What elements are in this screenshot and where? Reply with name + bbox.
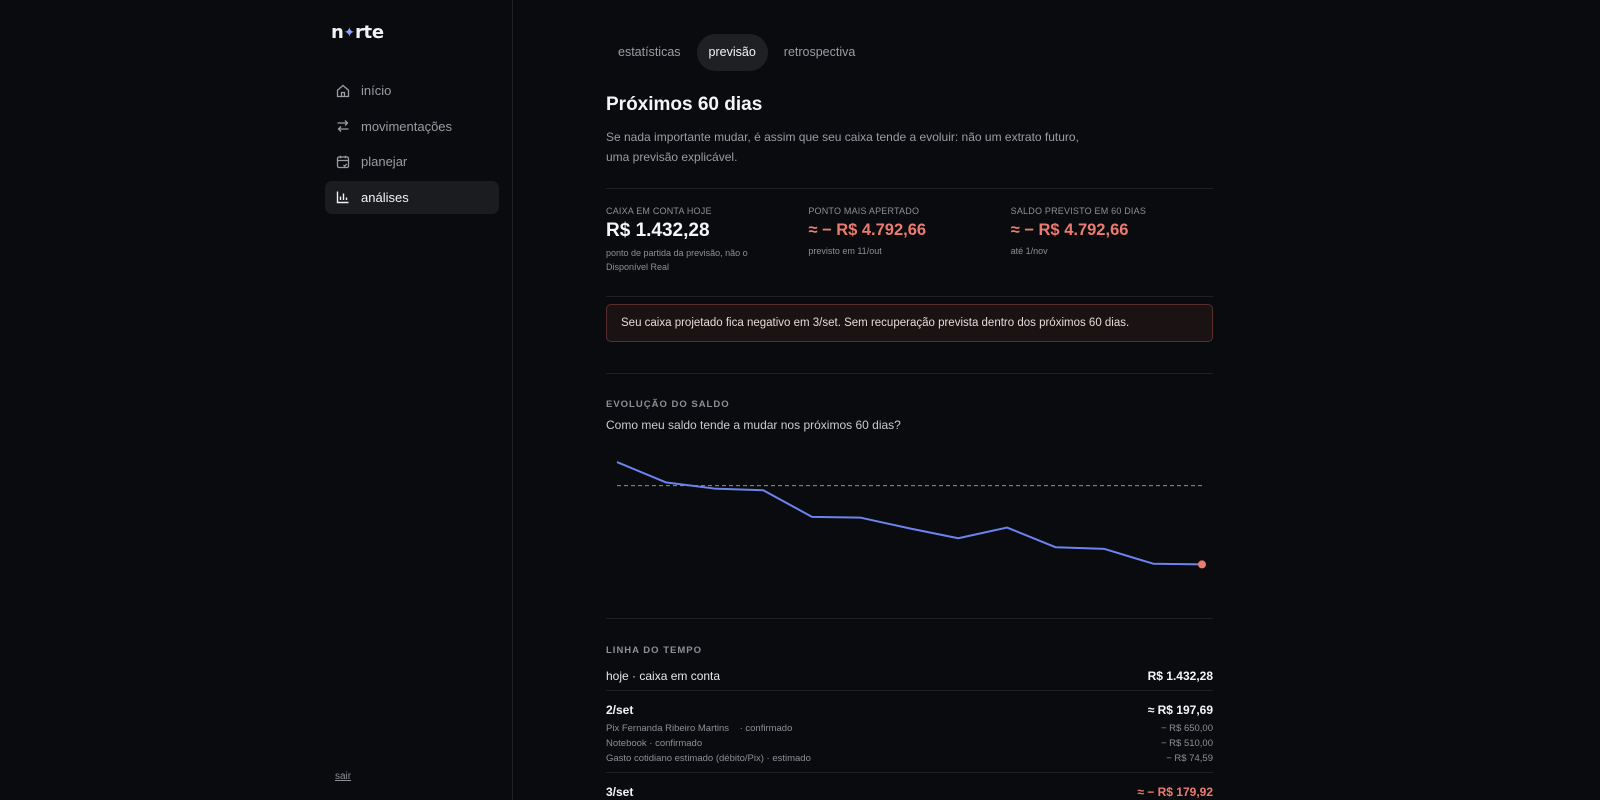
group-date: 3/set: [606, 785, 634, 799]
stat-note: até 1/nov: [1010, 246, 1048, 256]
timeline-item: Gasto cotidiano estimado (débito/Pix) · …: [606, 753, 1213, 764]
app-logo[interactable]: n✦rte: [331, 22, 384, 43]
sidebar-item-label: movimentações: [361, 118, 453, 134]
timeline-today-row: hoje · caixa em conta R$ 1.432,28: [606, 669, 1213, 683]
sidebar-item-label: análises: [361, 189, 409, 205]
item-amount: − R$ 650,00: [1160, 723, 1213, 734]
tab-previsao[interactable]: previsão: [696, 34, 768, 71]
logo-star-icon: ✦: [343, 25, 356, 41]
stat-label: PONTO MAIS APERTADO: [808, 206, 920, 216]
today-amount: R$ 1.432,28: [1147, 669, 1213, 683]
timeline-group-header[interactable]: 3/set ≈ − R$ 179,92: [606, 785, 1213, 799]
item-amount: − R$ 510,00: [1160, 738, 1213, 749]
tab-retrospectiva[interactable]: retrospectiva: [783, 45, 856, 59]
stat-value: ≈ − R$ 4.792,66: [1010, 221, 1129, 239]
sidebar-nav: início movimentações planejar análises: [325, 74, 499, 216]
page-description: Se nada importante mudar, é assim que se…: [606, 130, 1079, 164]
tabs: estatísticas previsão retrospectiva: [606, 34, 867, 71]
sidebar-item-analises[interactable]: análises: [325, 180, 499, 214]
item-description: Gasto cotidiano estimado (débito/Pix) · …: [606, 753, 811, 764]
item-amount: − R$ 74,59: [1166, 753, 1213, 764]
home-icon: [335, 83, 351, 99]
divider: [606, 188, 1213, 189]
balance-line-chart: [616, 461, 1206, 569]
logo-text-right: rte: [354, 22, 384, 43]
sidebar-item-movimentacoes[interactable]: movimentações: [325, 110, 499, 143]
section-label-timeline: LINHA DO TEMPO: [606, 645, 702, 656]
sidebar-item-planejar[interactable]: planejar: [325, 145, 499, 178]
group-amount: ≈ − R$ 179,92: [1137, 785, 1213, 799]
divider: [606, 373, 1213, 374]
bar-chart-icon: [335, 189, 351, 205]
sidebar-item-inicio[interactable]: início: [325, 74, 499, 107]
today-label: hoje · caixa em conta: [606, 669, 721, 683]
main-content: estatísticas previsão retrospectiva Próx…: [606, 0, 1213, 800]
timeline-item: Pix Fernanda Ribeiro Martins · confirmad…: [606, 723, 1213, 734]
stats-row: CAIXA EM CONTA HOJE R$ 1.432,28 ponto de…: [606, 206, 1213, 274]
sidebar-item-label: início: [361, 83, 392, 98]
balance-endpoint-marker: [1198, 560, 1206, 569]
divider: [606, 296, 1213, 297]
stat-value: ≈ − R$ 4.792,66: [808, 221, 927, 239]
tab-estatisticas[interactable]: estatísticas: [618, 45, 681, 59]
stat-caixa-hoje: CAIXA EM CONTA HOJE R$ 1.432,28 ponto de…: [606, 206, 808, 274]
divider: [606, 772, 1213, 773]
item-description: Pix Fernanda Ribeiro Martins · confirmad…: [606, 723, 793, 734]
negative-balance-alert: Seu caixa projetado fica negativo em 3/s…: [606, 304, 1213, 342]
logo-text-left: n: [331, 22, 344, 43]
chart-question: Como meu saldo tende a mudar nos próximo…: [606, 418, 901, 432]
stat-note: ponto de partida da previsão, não o Disp…: [606, 248, 748, 272]
stat-note: previsto em 11/out: [808, 246, 882, 256]
transfer-icon: [335, 118, 351, 134]
item-description: Notebook · confirmado: [606, 738, 703, 749]
stat-saldo-60-dias: SALDO PREVISTO EM 60 DIAS ≈ − R$ 4.792,6…: [1011, 206, 1213, 274]
timeline-item: Notebook · confirmado − R$ 510,00: [606, 738, 1213, 749]
stat-label: CAIXA EM CONTA HOJE: [606, 206, 712, 216]
stat-label: SALDO PREVISTO EM 60 DIAS: [1010, 206, 1147, 216]
logout-link[interactable]: sair: [335, 771, 352, 782]
calendar-icon: [335, 154, 351, 170]
divider: [606, 618, 1213, 619]
section-label-evolucao: EVOLUÇÃO DO SALDO: [606, 399, 730, 410]
divider: [606, 690, 1213, 691]
group-date: 2/set: [606, 703, 634, 717]
balance-series-line: [616, 461, 1203, 566]
page-title: Próximos 60 dias: [606, 94, 763, 115]
group-amount: ≈ R$ 197,69: [1147, 703, 1213, 717]
sidebar-item-label: planejar: [361, 154, 408, 169]
stat-ponto-apertado: PONTO MAIS APERTADO ≈ − R$ 4.792,66 prev…: [808, 206, 1010, 274]
timeline-group-header[interactable]: 2/set ≈ R$ 197,69: [606, 703, 1213, 717]
stat-value: R$ 1.432,28: [606, 220, 710, 241]
sidebar: n✦rte início movimentações planejar: [0, 0, 513, 800]
